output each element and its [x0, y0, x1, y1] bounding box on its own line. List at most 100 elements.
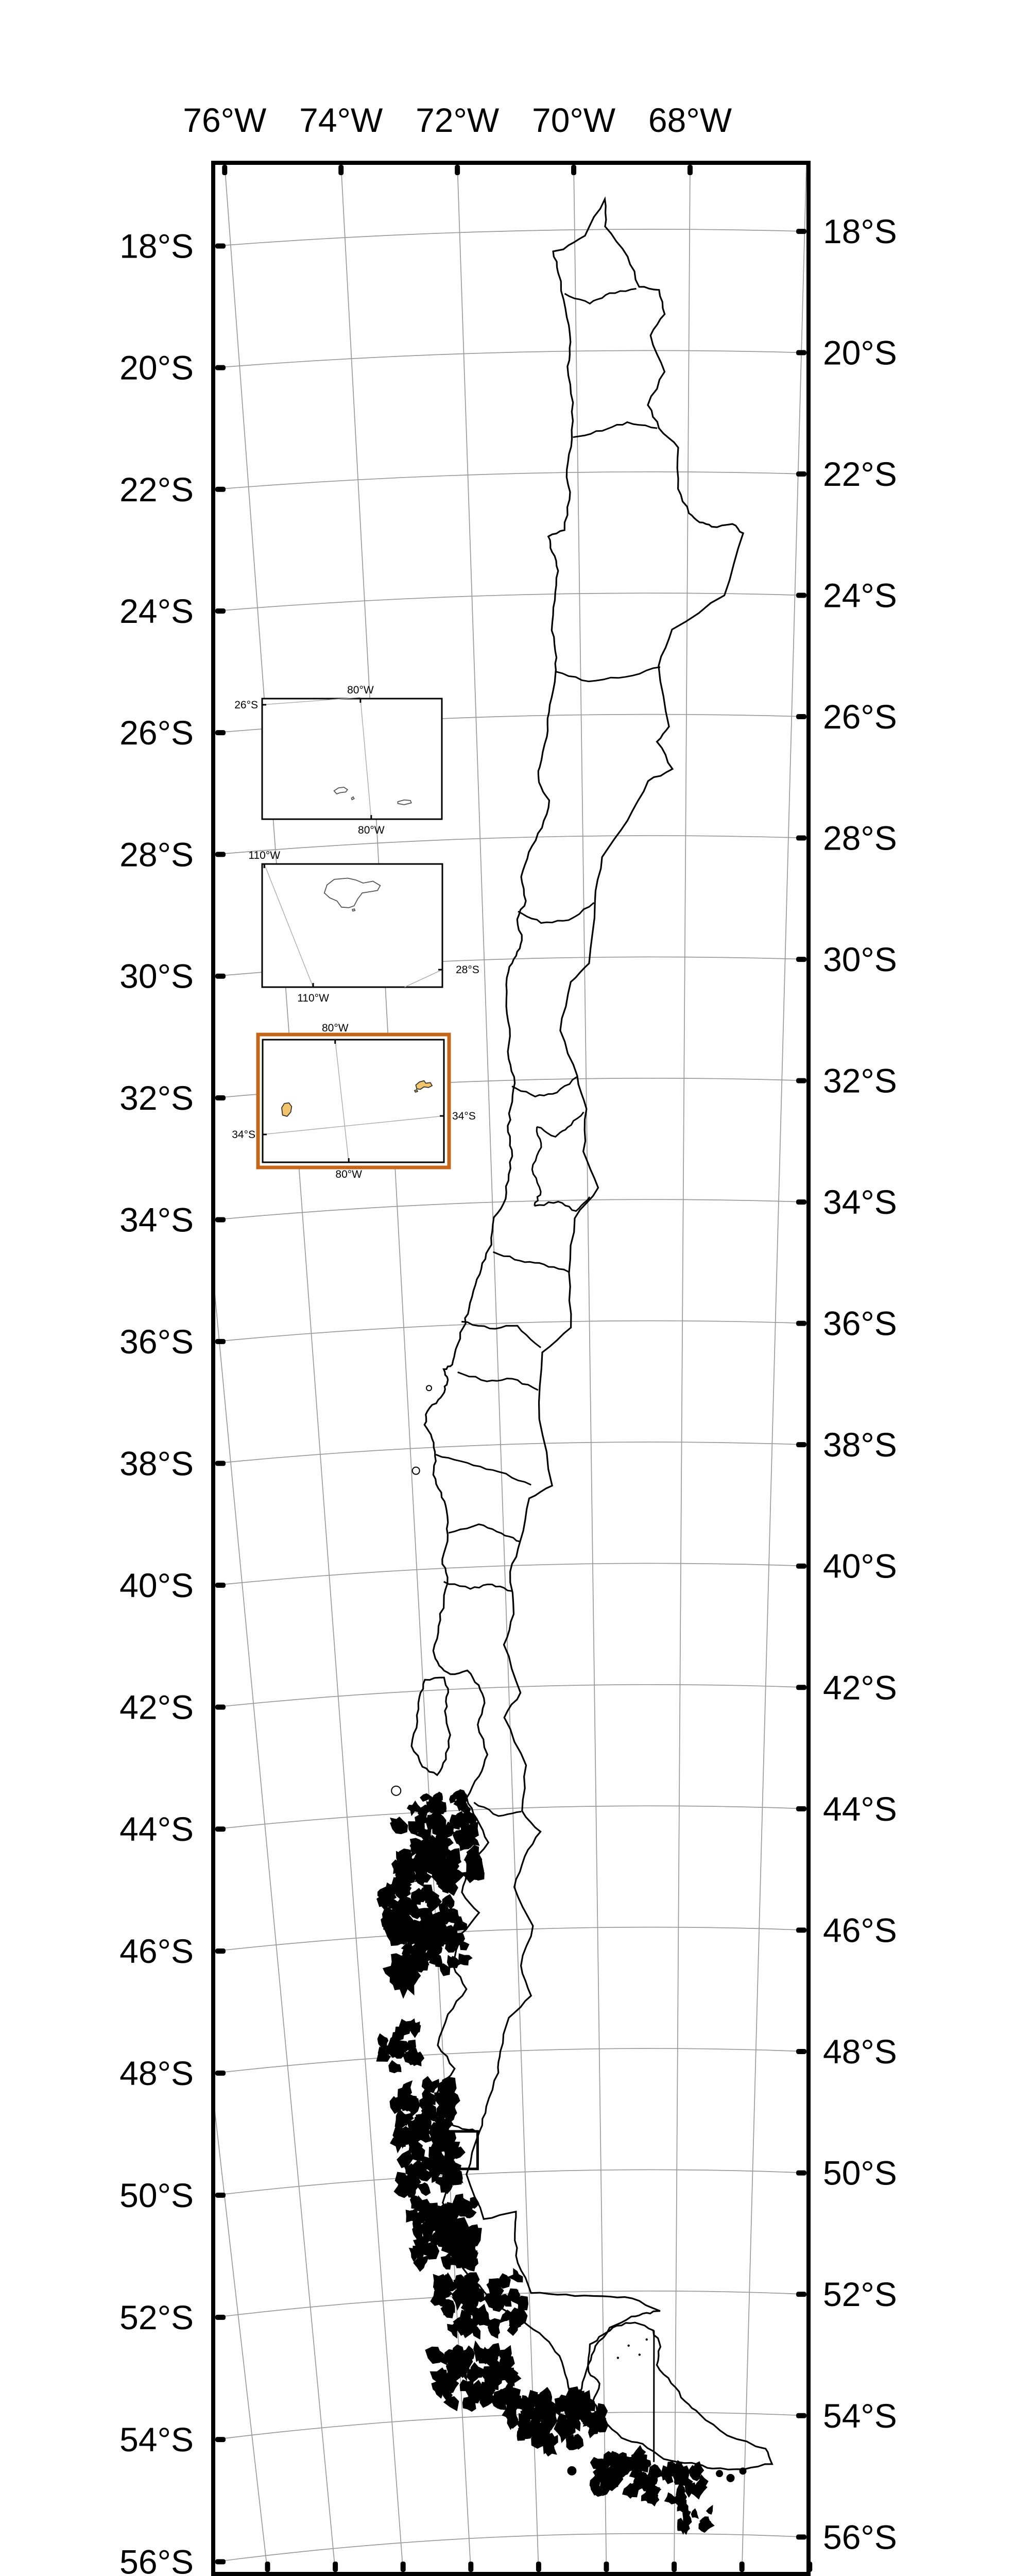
graticule-tick: [796, 714, 806, 720]
graticule-tick: [215, 608, 226, 614]
archipelago-island: [681, 2522, 690, 2535]
inset-label: 26°S: [234, 699, 258, 711]
archipelago-island: [404, 2174, 415, 2193]
archipelago-island: [437, 2293, 449, 2308]
archipelago-island: [377, 1887, 392, 1899]
archipelago-island: [691, 2508, 699, 2519]
inset-easter-island: 110°W 110°W 28°S: [248, 850, 479, 1004]
lat-label-right: 28°S: [823, 819, 897, 857]
graticule-tick: [215, 730, 226, 736]
graticule-tick: [796, 2170, 806, 2176]
graticule-tick: [215, 1826, 226, 1832]
archipelago-island: [394, 1863, 407, 1876]
region-boundary: [534, 1196, 591, 1212]
archipelago-island: [440, 2274, 454, 2292]
lat-label-right: 32°S: [823, 1062, 897, 1100]
archipelago-island: [390, 1817, 406, 1834]
archipelago-island: [429, 2367, 448, 2382]
graticule-tick: [333, 2562, 338, 2572]
graticule-tick: [215, 1338, 226, 1344]
archipelago-island: [391, 1907, 406, 1922]
small-island: [426, 1385, 433, 1392]
inset-label: 80°W: [347, 684, 374, 696]
lat-label-left: 48°S: [119, 2054, 194, 2092]
archipelago-island: [397, 1929, 415, 1945]
graticule-tick: [338, 165, 344, 175]
parallel-line: [215, 1684, 806, 1708]
archipelago-island: [443, 2396, 459, 2412]
archipelago-island: [426, 2202, 438, 2216]
islet-dot: [645, 2338, 648, 2341]
lon-label-top: 68°W: [648, 101, 732, 139]
lat-label-right: 38°S: [823, 1426, 897, 1464]
archipelago-island: [436, 1875, 451, 1894]
archipelago-island: [459, 1941, 470, 1951]
lat-label-left: 22°S: [119, 470, 194, 509]
archipelago-island: [437, 2078, 451, 2095]
archipelago-island: [507, 2289, 519, 2304]
archipelago-island: [431, 1942, 443, 1956]
region-boundary: [511, 1076, 577, 1098]
lat-label-left: 50°S: [119, 2176, 194, 2214]
lon-label-top: 70°W: [532, 101, 616, 139]
lat-label-right: 18°S: [823, 212, 897, 250]
chiloe-island-outline: [410, 1676, 451, 1776]
map-frame: [211, 161, 811, 2576]
archipelago-island: [535, 2396, 549, 2413]
archipelago-island: [454, 1797, 467, 1808]
archipelago-island: [479, 2388, 494, 2408]
archipelago-island: [545, 2408, 554, 2419]
archipelago-island: [507, 2414, 519, 2430]
lat-label-left: 38°S: [119, 1444, 194, 1482]
archipelago-island: [442, 2221, 454, 2238]
archipelago-island: [434, 1791, 443, 1805]
lat-label-right: 42°S: [823, 1668, 897, 1706]
archipelago-island: [466, 1844, 480, 1859]
archipelago-island: [601, 2472, 615, 2486]
archipelago-island: [438, 1909, 456, 1922]
archipelago-island: [633, 2455, 646, 2470]
inset-frame: [262, 1039, 445, 1163]
graticule-tick: [400, 2562, 406, 2572]
graticule-tick: [468, 2562, 474, 2572]
lat-label-right: 46°S: [823, 1911, 897, 1949]
lat-label-left: 20°S: [119, 349, 194, 387]
meridian-line: [224, 165, 404, 2572]
archipelago-island: [682, 2510, 692, 2522]
archipelago-island: [425, 1856, 443, 1876]
archipelago-island: [543, 2439, 557, 2457]
archipelago-island: [412, 2225, 424, 2240]
region-boundary: [473, 1802, 522, 1817]
lon-label-top: 74°W: [299, 101, 383, 139]
lon-label-top: 72°W: [416, 101, 500, 139]
graticule-tick: [796, 1685, 806, 1690]
lat-label-left: 54°S: [119, 2420, 194, 2459]
archipelago-island: [624, 2482, 639, 2498]
archipelago-island: [429, 2159, 444, 2177]
graticule-tick: [215, 365, 226, 370]
graticule-tick: [215, 1948, 226, 1954]
archipelago-island: [477, 2348, 491, 2364]
graticule-tick: [796, 2534, 806, 2540]
lat-label-left: 36°S: [119, 1323, 194, 1361]
archipelago-island: [577, 2409, 591, 2422]
archipelago-island: [470, 2362, 485, 2378]
graticule-tick: [215, 1217, 226, 1223]
archipelago-island: [488, 2321, 499, 2339]
parallel-line: [215, 229, 806, 247]
archipelago-island: [554, 2397, 571, 2416]
meridian-line: [215, 1294, 336, 2572]
inset-label: 34°S: [232, 1129, 255, 1141]
archipelago-island: [446, 1933, 461, 1945]
archipelago-island: [420, 1793, 433, 1802]
archipelago-island: [508, 2387, 521, 2404]
chile-mainland-outline: [423, 196, 745, 2408]
archipelago-island: [388, 2060, 402, 2074]
inset-label: 80°W: [322, 1022, 349, 1034]
lat-label-left: 24°S: [119, 592, 194, 630]
archipelago-island: [484, 2293, 496, 2309]
archipelago-island: [699, 2516, 709, 2527]
graticule-tick: [215, 2314, 226, 2320]
archipelago-island: [421, 2076, 440, 2093]
